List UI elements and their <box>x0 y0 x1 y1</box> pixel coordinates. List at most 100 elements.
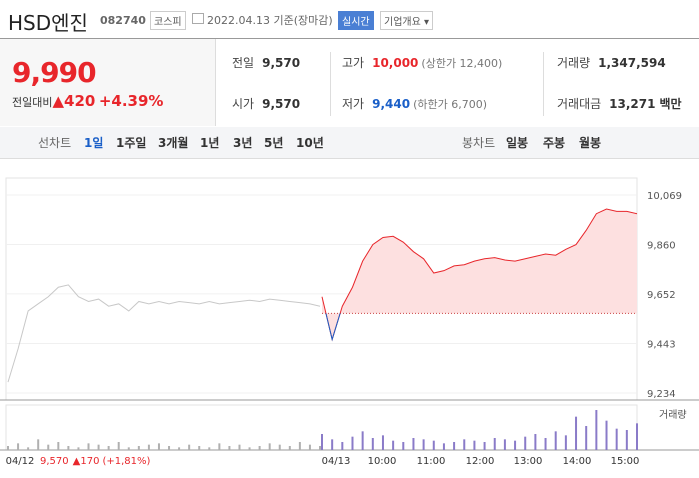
line-today <box>321 208 638 342</box>
stat-unit: 백만 <box>659 97 682 111</box>
volume-bar <box>483 442 486 450</box>
tab-bar <box>0 127 699 159</box>
volume-bar <box>636 423 638 450</box>
volume-bar <box>361 431 364 450</box>
volume-bar <box>268 443 271 450</box>
volume-bar <box>188 444 191 450</box>
divider <box>330 52 331 116</box>
period-tab[interactable]: 1년 <box>200 136 220 150</box>
volume-bar <box>503 439 506 450</box>
volume-bar <box>351 436 354 450</box>
period-tab[interactable]: 10년 <box>296 136 324 150</box>
stock-code: 082740 <box>100 14 146 27</box>
volume-bar <box>67 446 70 450</box>
period-tab[interactable]: 1일 <box>84 136 104 150</box>
volume-bar <box>615 428 618 450</box>
period-tab[interactable]: 5년 <box>264 136 284 150</box>
line-prev <box>7 284 321 383</box>
volume-bar <box>288 446 291 450</box>
stock-name: HSD엔진 <box>8 11 88 35</box>
volume-bar <box>319 446 321 450</box>
stat-extra: (상한가 12,400) <box>421 57 503 70</box>
volume-bar <box>514 440 517 450</box>
volume-bar <box>473 440 476 450</box>
y-tick-label: 9,860 <box>647 241 676 252</box>
change-rate: +4.39% <box>98 92 164 110</box>
volume-bar <box>493 438 496 450</box>
realtime-button[interactable]: 실시간 <box>338 11 374 30</box>
period-tab[interactable]: 1주일 <box>116 136 147 150</box>
overview-button[interactable]: 기업개요 ▾ <box>380 11 434 30</box>
volume-bar <box>147 444 150 450</box>
period-tab[interactable]: 3개월 <box>158 136 189 150</box>
x-tick-label: 11:00 <box>417 456 446 467</box>
stat-value: 10,000 <box>372 56 419 70</box>
volume-bar <box>178 447 181 450</box>
volume-bar <box>298 442 301 450</box>
volume-bar <box>198 446 201 450</box>
volume-bar <box>575 416 578 450</box>
footer: 9,570 ▲170 (+1,81%) <box>40 456 150 467</box>
stat: 저가 9,440 (하한가 6,700) <box>342 95 487 112</box>
volume-bar <box>157 443 160 450</box>
volume-bar <box>412 438 415 450</box>
market-badge: 코스피 <box>150 11 186 30</box>
calendar-icon <box>192 13 204 24</box>
x-tick-label: 14:00 <box>563 456 592 467</box>
volume-bar <box>258 446 261 450</box>
volume-bar <box>228 446 231 450</box>
volume-bar <box>308 444 311 450</box>
date-basis: 기준(장마감) <box>273 14 333 27</box>
volume-bar <box>432 440 435 450</box>
stat-value: 9,570 <box>262 97 301 111</box>
change-row: 전일대비▲420 +4.39% <box>12 92 164 110</box>
volume-bar <box>208 447 211 450</box>
volume-bar <box>524 436 527 450</box>
change-label: 전일대비 <box>12 96 53 109</box>
stat: 전일 9,570 <box>232 54 300 71</box>
volume-bar <box>321 434 323 450</box>
volume-bar <box>331 439 334 450</box>
volume-bar <box>248 447 251 450</box>
tab-label: 선차트 <box>38 136 72 150</box>
x-tick-label: 13:00 <box>514 456 543 467</box>
candle-tab[interactable]: 주봉 <box>543 136 566 150</box>
divider <box>543 52 544 116</box>
volume-bar <box>595 410 598 450</box>
volume-bar <box>7 446 9 450</box>
volume-bar <box>168 446 171 450</box>
volume-bar <box>534 434 537 450</box>
volume-bar <box>453 442 456 450</box>
volume-bar <box>137 446 140 450</box>
period-tab[interactable]: 3년 <box>233 136 253 150</box>
stat-label: 전일 <box>232 56 255 70</box>
stat-label: 시가 <box>232 97 255 111</box>
volume-bar <box>278 444 281 450</box>
x-tick-label: 10:00 <box>368 456 397 467</box>
volume-bar <box>554 431 557 450</box>
date: 2022.04.13 기준(장마감) <box>207 12 333 28</box>
y-tick-label: 9,652 <box>647 290 676 301</box>
stat: 시가 9,570 <box>232 95 300 112</box>
volume-bar <box>564 435 567 450</box>
footer-rate: (+1,81%) <box>102 456 150 467</box>
volume-bar <box>127 447 130 450</box>
volume-bar <box>341 442 344 450</box>
stat: 고가 10,000 (상한가 12,400) <box>342 54 502 71</box>
stat-label: 저가 <box>342 97 365 111</box>
tab-label: 봉차트 <box>462 136 496 150</box>
stat-value: 9,440 <box>372 97 411 111</box>
volume-bar <box>117 442 120 450</box>
volume-bar <box>392 440 395 450</box>
volume-bar <box>17 443 20 450</box>
footer-change: 170 <box>80 456 99 467</box>
candle-tab[interactable]: 월봉 <box>579 136 602 150</box>
volume-bar <box>463 439 466 450</box>
candle-tab[interactable]: 일봉 <box>506 136 529 150</box>
volume-bar <box>218 443 221 450</box>
footer-arrow: ▲ <box>73 456 81 467</box>
stat-value: 13,271 <box>609 97 656 111</box>
y-tick-label: 10,069 <box>647 191 682 202</box>
area <box>322 208 637 340</box>
date-value: 2022.04.13 <box>207 14 270 27</box>
